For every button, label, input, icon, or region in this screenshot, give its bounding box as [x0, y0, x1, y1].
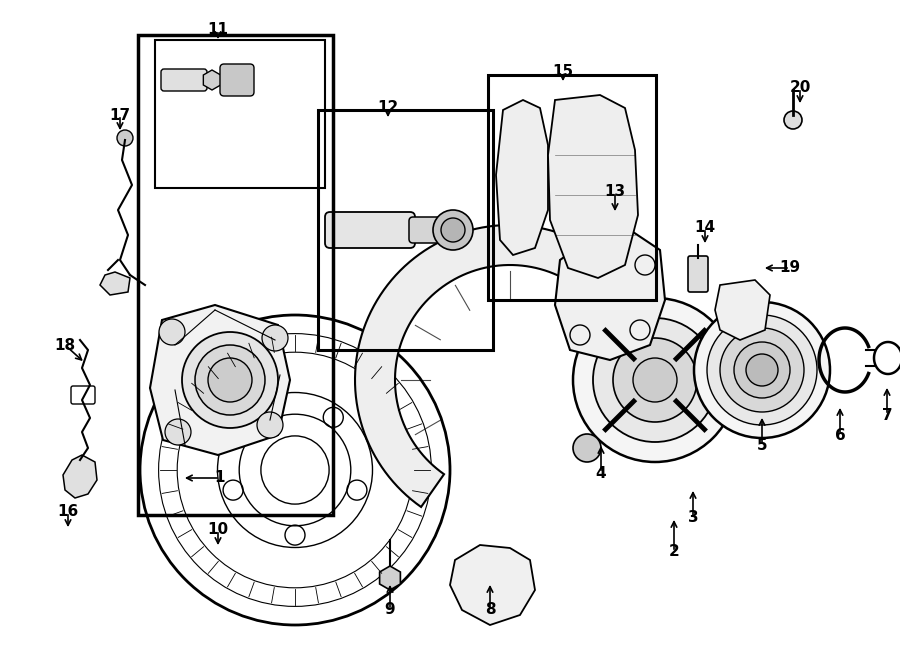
Text: 20: 20	[789, 81, 811, 95]
Circle shape	[441, 218, 465, 242]
Circle shape	[159, 319, 185, 345]
Circle shape	[573, 434, 601, 462]
Circle shape	[746, 354, 778, 386]
Text: 11: 11	[208, 22, 229, 38]
Text: 13: 13	[605, 184, 626, 200]
Text: 19: 19	[779, 260, 801, 276]
Text: 15: 15	[553, 65, 573, 79]
Text: 10: 10	[207, 522, 229, 537]
Text: 1: 1	[215, 471, 225, 485]
Circle shape	[720, 328, 804, 412]
Circle shape	[195, 345, 265, 415]
Text: 3: 3	[688, 510, 698, 525]
Text: 17: 17	[110, 108, 130, 122]
Text: 5: 5	[757, 438, 768, 453]
Text: 7: 7	[882, 407, 892, 422]
Polygon shape	[548, 95, 638, 278]
Circle shape	[784, 111, 802, 129]
Text: 2: 2	[669, 545, 680, 559]
Circle shape	[734, 342, 790, 398]
Bar	[138, 35, 333, 515]
Circle shape	[117, 130, 133, 146]
Polygon shape	[555, 230, 665, 360]
Text: 18: 18	[54, 338, 76, 352]
Text: 4: 4	[596, 465, 607, 481]
Bar	[155, 40, 325, 188]
Text: 8: 8	[485, 602, 495, 617]
Circle shape	[633, 358, 677, 402]
Circle shape	[613, 338, 697, 422]
Polygon shape	[150, 305, 290, 455]
Text: 14: 14	[695, 221, 716, 235]
Polygon shape	[450, 545, 535, 625]
Circle shape	[707, 315, 817, 425]
Text: 9: 9	[384, 602, 395, 617]
Text: 16: 16	[58, 504, 78, 520]
Polygon shape	[715, 280, 770, 340]
Polygon shape	[100, 272, 130, 295]
Bar	[318, 110, 493, 350]
Circle shape	[165, 419, 191, 445]
FancyBboxPatch shape	[325, 212, 415, 248]
FancyBboxPatch shape	[161, 69, 207, 91]
Circle shape	[182, 332, 278, 428]
Circle shape	[208, 358, 252, 402]
FancyBboxPatch shape	[409, 217, 445, 243]
Polygon shape	[496, 100, 548, 255]
Text: 6: 6	[834, 428, 845, 442]
FancyBboxPatch shape	[220, 64, 254, 96]
Circle shape	[573, 298, 737, 462]
Circle shape	[433, 210, 473, 250]
Bar	[488, 75, 656, 300]
Circle shape	[694, 302, 830, 438]
Text: 12: 12	[377, 100, 399, 116]
Circle shape	[262, 325, 288, 351]
Circle shape	[593, 318, 717, 442]
Circle shape	[257, 412, 283, 438]
Polygon shape	[63, 455, 97, 498]
Polygon shape	[355, 225, 664, 507]
FancyBboxPatch shape	[688, 256, 708, 292]
